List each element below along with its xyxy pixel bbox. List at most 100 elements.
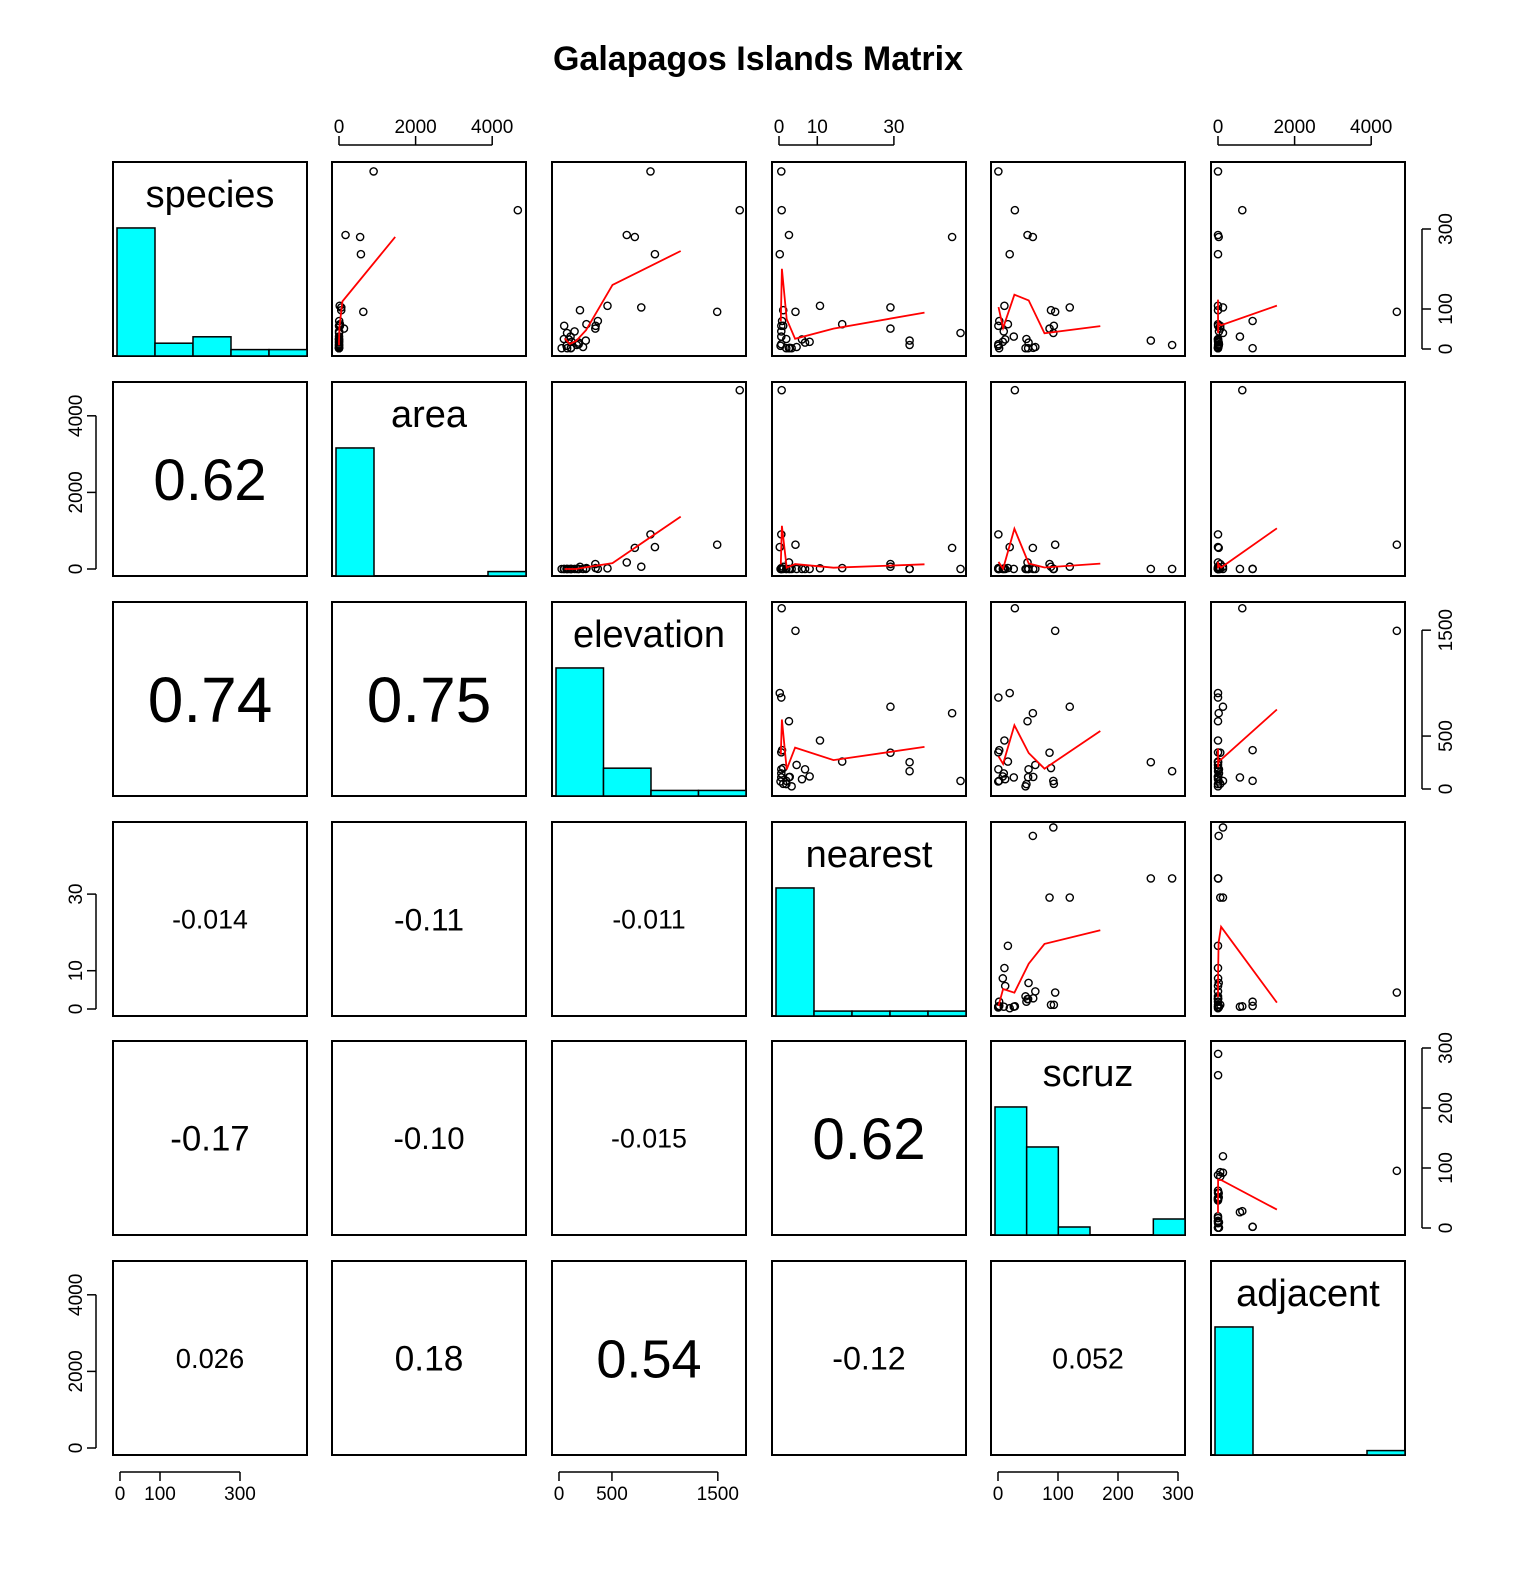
tick-label: 300 xyxy=(1436,1032,1457,1064)
scatter-point xyxy=(792,760,801,770)
scatter-point xyxy=(1049,823,1058,832)
scatter-point xyxy=(886,702,895,712)
panel-elevation-adjacent xyxy=(1210,601,1406,797)
scatter-point xyxy=(355,232,365,242)
correlation-value: 0.75 xyxy=(367,664,492,736)
histogram-bar xyxy=(268,348,308,357)
scatter-point xyxy=(575,305,585,315)
histogram-bar xyxy=(851,1010,891,1017)
scatter-point xyxy=(735,205,745,215)
scatter-point xyxy=(1028,772,1038,782)
scatter-point xyxy=(557,343,566,353)
tick-label: 100 xyxy=(1436,1152,1457,1184)
scatter-point xyxy=(776,777,785,786)
scatter-point xyxy=(1213,1070,1223,1080)
tick-label: 10 xyxy=(807,117,828,138)
scatter-point xyxy=(1021,782,1030,791)
scatter-point xyxy=(1214,1002,1224,1012)
panel-adjacent-species: 0.026 xyxy=(112,1260,308,1456)
scatter-point xyxy=(1000,301,1009,311)
scatter-point xyxy=(792,342,801,352)
scatter-point xyxy=(1031,760,1040,770)
panel-nearest-species: -0.014 xyxy=(112,821,308,1017)
tick-label: 200 xyxy=(1102,1484,1134,1505)
scatter-point xyxy=(791,540,800,550)
panel-frame xyxy=(331,821,527,1017)
scatter-point xyxy=(712,307,722,317)
histogram-bar xyxy=(994,1106,1028,1236)
tick-label: 10 xyxy=(66,960,87,981)
scatter-point xyxy=(994,693,1003,702)
scatter-point xyxy=(886,324,895,333)
scatter-point xyxy=(778,305,788,315)
panel-species-scruz xyxy=(990,161,1186,357)
panel-frame xyxy=(551,821,747,1017)
panel-adjacent-nearest: -0.12 xyxy=(771,1260,967,1456)
scatter-point xyxy=(622,558,632,567)
scatter-point xyxy=(1213,542,1223,552)
scatter-point xyxy=(956,328,965,338)
histogram-bar xyxy=(1214,1326,1254,1456)
scatter-point xyxy=(777,205,786,215)
scatter-point xyxy=(1248,1001,1257,1011)
smoother-line xyxy=(779,719,925,770)
scatter-point xyxy=(735,385,745,395)
tick-label: 4000 xyxy=(471,117,513,138)
scatter-point xyxy=(791,626,800,636)
scatter-point xyxy=(712,540,722,550)
panel-area-nearest xyxy=(771,381,967,577)
scatter-point xyxy=(1146,564,1156,574)
scatter-point xyxy=(1218,823,1228,832)
scatter-point xyxy=(1213,249,1223,259)
correlation-value: 0.74 xyxy=(148,664,273,736)
scatter-point xyxy=(777,385,786,395)
scatter-point xyxy=(650,249,660,259)
panel-frame xyxy=(112,381,308,577)
variable-label: adjacent xyxy=(1236,1273,1380,1315)
panel-adjacent-adjacent: adjacent xyxy=(1210,1260,1406,1456)
scatter-point xyxy=(1003,563,1013,573)
scatter-point xyxy=(1009,332,1019,341)
variable-label: elevation xyxy=(573,614,725,656)
scatter-point xyxy=(1005,1003,1015,1013)
histogram-bar xyxy=(889,1010,929,1017)
smoother-line xyxy=(564,515,682,570)
scatter-point xyxy=(775,249,785,259)
tick-label: 0 xyxy=(1436,1223,1457,1234)
scatter-point xyxy=(1248,564,1257,574)
scatter-point xyxy=(1237,205,1247,215)
histogram-bar xyxy=(775,887,815,1017)
correlation-value: -0.12 xyxy=(832,1341,905,1377)
scatter-point xyxy=(784,716,794,726)
panel-nearest-scruz xyxy=(990,821,1186,1017)
scatter-point xyxy=(1213,167,1223,176)
scatter-point xyxy=(1023,994,1032,1004)
scatter-point xyxy=(994,316,1004,326)
scatter-point xyxy=(1031,987,1040,996)
panel-adjacent-area: 0.18 xyxy=(331,1260,527,1456)
panel-frame xyxy=(331,381,527,577)
scatter-point xyxy=(1248,745,1257,755)
scatter-point xyxy=(1010,385,1020,395)
scatter-point xyxy=(630,543,640,553)
scatter-point xyxy=(776,769,786,778)
chart-title: Galapagos Islands Matrix xyxy=(553,40,963,78)
tick-label: 0 xyxy=(1436,784,1457,795)
scatter-point xyxy=(1167,564,1177,574)
panel-frame xyxy=(1210,381,1406,577)
scatter-point xyxy=(1028,543,1038,553)
panel-frame xyxy=(771,381,967,577)
tick-label: 4000 xyxy=(66,1274,87,1316)
panel-scruz-nearest: 0.62 xyxy=(771,1040,967,1236)
smoother-line xyxy=(1217,1178,1278,1214)
scatter-point xyxy=(776,327,786,336)
panel-frame xyxy=(331,601,527,797)
scatter-point xyxy=(1248,316,1257,326)
histogram-bar xyxy=(487,570,527,577)
left-axis-area: 0 2000 4000 xyxy=(66,395,97,574)
scatter-point xyxy=(1024,338,1033,347)
scatter-point xyxy=(562,341,571,351)
panel-scruz-elevation: -0.015 xyxy=(551,1040,747,1236)
panel-frame xyxy=(551,1260,747,1456)
histogram-bar xyxy=(1366,1449,1406,1456)
